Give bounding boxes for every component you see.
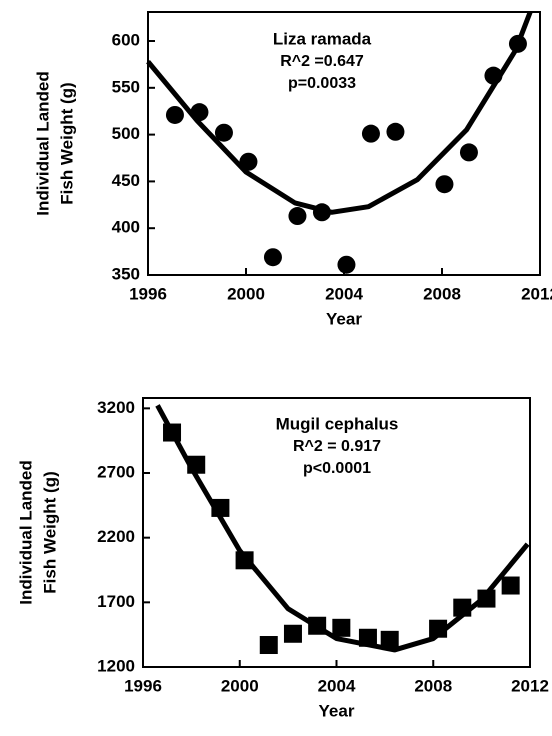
x-axis-label: Year (326, 309, 362, 328)
annotation: p=0.0033 (288, 75, 356, 92)
annotation: Mugil cephalus (276, 414, 399, 433)
point (165, 105, 184, 124)
x-tick-label: 1996 (129, 284, 167, 303)
x-axis-label: Year (319, 701, 355, 720)
annotation: R^2 =0.647 (280, 53, 364, 70)
x-tick-label: 2004 (325, 284, 363, 303)
x-tick-label: 2000 (227, 284, 265, 303)
point (380, 630, 399, 649)
chart: 1200 1700 2200 2700 3200 1996 2000 2004 2008 2012… (16, 397, 549, 720)
y-tick-label: 2200 (97, 527, 135, 546)
x-tick-label: 2012 (521, 284, 552, 303)
point (259, 636, 278, 655)
fit-line (146, 11, 533, 215)
point (386, 122, 405, 141)
x-tick-label: 2004 (318, 676, 356, 695)
annotation: R^2 = 0.917 (293, 438, 381, 455)
point (477, 589, 496, 608)
y-axis-label: Individual Landed (16, 460, 35, 605)
y-tick-label: 400 (112, 218, 140, 237)
y-tick-label: 500 (112, 124, 140, 143)
x-tick-label: 2012 (511, 676, 549, 695)
y-tick-label: 2700 (97, 462, 135, 481)
y-tick-label: 1700 (97, 592, 135, 611)
y-tick-label: 550 (112, 77, 140, 96)
point (283, 624, 302, 643)
plot-frame (147, 11, 541, 276)
y-axis-label: Fish Weight (g) (57, 82, 76, 204)
annotations: Mugil cephalus R^2 = 0.917 p<0.0001 (276, 414, 399, 477)
chart: 350 400 450 500 550 600 1996 2000 2004 2008 2012 Ye… (33, 11, 552, 328)
point (361, 124, 380, 143)
point (239, 152, 258, 171)
x-tick-label: 2008 (423, 284, 461, 303)
point (263, 248, 282, 267)
annotations: Liza ramada R^2 =0.647 p=0.0033 (273, 29, 372, 92)
y-tick-label: 350 (112, 264, 140, 283)
point (501, 576, 520, 595)
x-tick-label: 1996 (124, 676, 162, 695)
point (332, 618, 351, 637)
y-tick-label: 450 (112, 171, 140, 190)
y-tick-label: 600 (112, 30, 140, 49)
point (435, 175, 454, 194)
point (337, 255, 356, 274)
x-tick-label: 2008 (414, 676, 452, 695)
fit-line (155, 404, 530, 653)
y-axis-label: Fish Weight (g) (40, 471, 59, 593)
point (288, 207, 307, 226)
y-tick-label: 3200 (97, 398, 135, 417)
x-tick-label: 2000 (221, 676, 259, 695)
y-axis-label: Individual Landed (33, 71, 52, 216)
annotation: p<0.0001 (303, 460, 371, 477)
point (459, 143, 478, 162)
point (214, 123, 233, 142)
annotation: Liza ramada (273, 29, 372, 48)
y-tick-label: 1200 (97, 656, 135, 675)
